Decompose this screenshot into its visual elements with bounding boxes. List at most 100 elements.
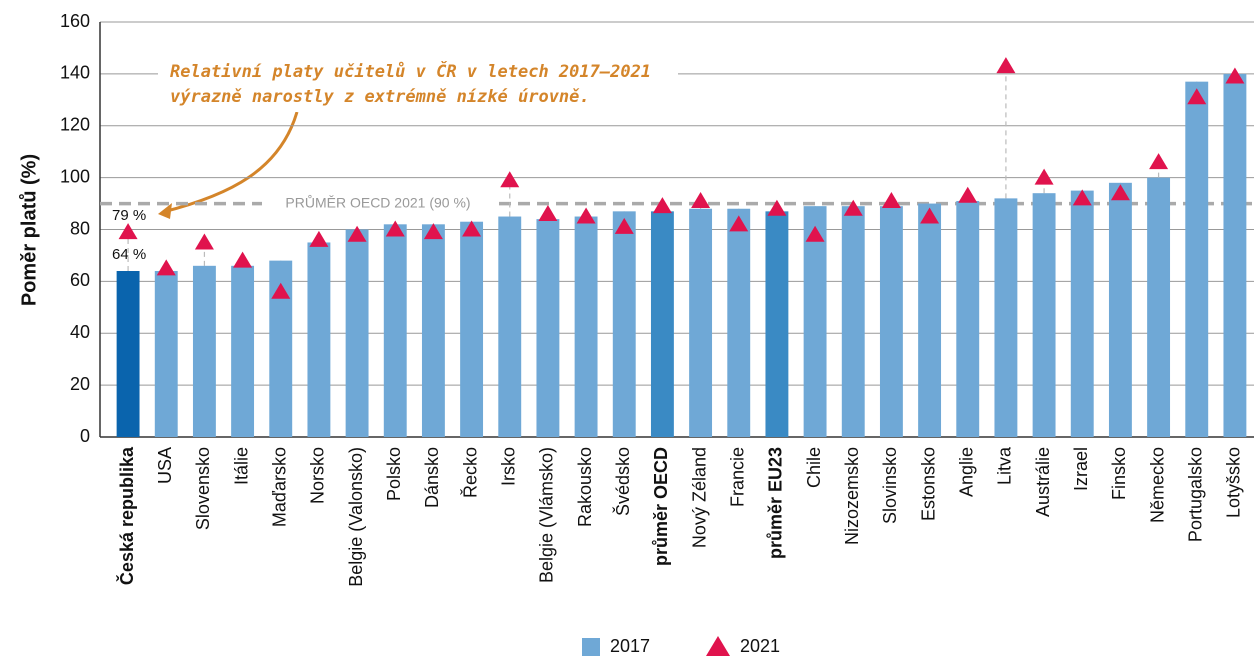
x-tick-label: Francie <box>728 447 748 507</box>
bar <box>650 211 674 437</box>
bar <box>727 208 751 437</box>
triangle-marker <box>805 225 825 242</box>
y-tick-label: 100 <box>60 166 90 186</box>
triangle-marker <box>767 199 787 216</box>
y-tick-label: 20 <box>70 374 90 394</box>
bar <box>307 242 331 437</box>
x-tick-label: Austrálie <box>1033 447 1053 517</box>
legend-label: 2017 <box>610 636 650 656</box>
x-tick-label: Norsko <box>308 447 328 504</box>
x-tick-label: Slovensko <box>193 447 213 530</box>
y-tick-label: 120 <box>60 115 90 135</box>
triangle-marker <box>614 217 634 234</box>
triangle-marker <box>385 220 405 237</box>
x-tick-label: průměr OECD <box>651 447 671 566</box>
bar <box>383 224 407 437</box>
x-tick-label: Belgie (Vlámsko) <box>537 447 557 583</box>
legend-label: 2021 <box>740 636 780 656</box>
annotation-bg <box>158 58 678 112</box>
x-tick-label: průměr EU23 <box>766 447 786 559</box>
triangle-marker <box>156 259 176 276</box>
bar <box>536 219 560 437</box>
bar <box>116 271 140 437</box>
triangle-marker <box>1187 88 1207 105</box>
triangle-marker <box>462 220 482 237</box>
data-label: 64 % <box>112 246 146 263</box>
bar <box>994 198 1018 437</box>
triangle-marker <box>1072 189 1092 206</box>
x-tick-label: Itálie <box>231 447 251 485</box>
triangle-marker <box>881 191 901 208</box>
x-tick-label: Řecko <box>460 447 480 498</box>
x-tick-label: Chile <box>804 447 824 488</box>
legend-swatch <box>706 636 730 656</box>
reference-label-bg <box>262 193 494 214</box>
x-tick-label: Belgie (Valonsko) <box>346 447 366 587</box>
bar <box>269 260 293 437</box>
x-tick-label: Lotyšsko <box>1224 447 1244 518</box>
triangle-marker <box>1110 184 1130 201</box>
bar <box>1032 193 1056 437</box>
triangle-marker <box>423 223 443 240</box>
bar <box>918 203 942 437</box>
y-tick-label: 40 <box>70 322 90 342</box>
bar <box>192 265 216 437</box>
bar <box>574 216 598 437</box>
triangle-marker <box>843 199 863 216</box>
bar <box>1147 177 1171 437</box>
x-tick-label: Irsko <box>499 447 519 486</box>
reference-label: PRŮMĚR OECD 2021 (90 %) <box>285 193 470 210</box>
x-tick-label: USA <box>155 447 175 484</box>
annotation-arrowhead <box>158 203 172 219</box>
bar <box>1185 81 1209 437</box>
x-tick-label: Dánsko <box>422 447 442 508</box>
triangle-marker <box>194 233 214 250</box>
triangle-marker <box>996 57 1016 74</box>
triangle-marker <box>538 204 558 221</box>
bar <box>460 221 484 437</box>
bar <box>154 271 178 437</box>
bar <box>498 216 522 437</box>
bar <box>612 211 636 437</box>
bar <box>1070 190 1094 437</box>
x-tick-label: Portugalsko <box>1186 447 1206 542</box>
annotation-text: Relativní platy učitelů v ČR v letech 20… <box>170 60 651 82</box>
x-tick-label: Česká republika <box>116 446 137 585</box>
triangle-marker <box>1225 67 1245 84</box>
triangle-marker <box>920 207 940 224</box>
x-tick-label: Maďarsko <box>270 447 290 527</box>
triangle-marker <box>500 171 520 188</box>
x-tick-label: Rakousko <box>575 447 595 527</box>
x-tick-label: Německo <box>1147 447 1167 523</box>
triangle-marker <box>233 251 253 268</box>
y-tick-label: 60 <box>70 270 90 290</box>
bar <box>841 206 865 437</box>
x-tick-label: Slovinsko <box>880 447 900 524</box>
bar <box>765 211 789 437</box>
y-tick-label: 160 <box>60 11 90 31</box>
triangle-marker <box>691 191 711 208</box>
x-tick-label: Nový Zéland <box>689 447 709 548</box>
bar <box>803 206 827 437</box>
triangle-marker <box>1149 153 1169 170</box>
x-tick-label: Švédsko <box>612 447 633 516</box>
triangle-marker <box>118 223 138 240</box>
triangle-marker <box>652 197 672 214</box>
y-tick-label: 80 <box>70 218 90 238</box>
triangle-marker <box>958 186 978 203</box>
legend-swatch <box>582 638 600 656</box>
x-tick-label: Litva <box>995 446 1015 485</box>
x-tick-label: Izrael <box>1071 447 1091 491</box>
triangle-marker <box>1034 168 1054 185</box>
y-tick-label: 140 <box>60 63 90 83</box>
bar <box>1223 73 1247 437</box>
x-tick-label: Anglie <box>957 447 977 497</box>
triangle-marker <box>729 215 749 232</box>
bar <box>1108 182 1132 437</box>
bar <box>956 200 980 437</box>
bar <box>345 229 369 437</box>
x-tick-label: Finsko <box>1109 447 1129 500</box>
bar <box>421 224 445 437</box>
annotation-text: výrazně narostly z extrémně nízké úrovně… <box>170 87 590 107</box>
bar <box>231 265 255 437</box>
